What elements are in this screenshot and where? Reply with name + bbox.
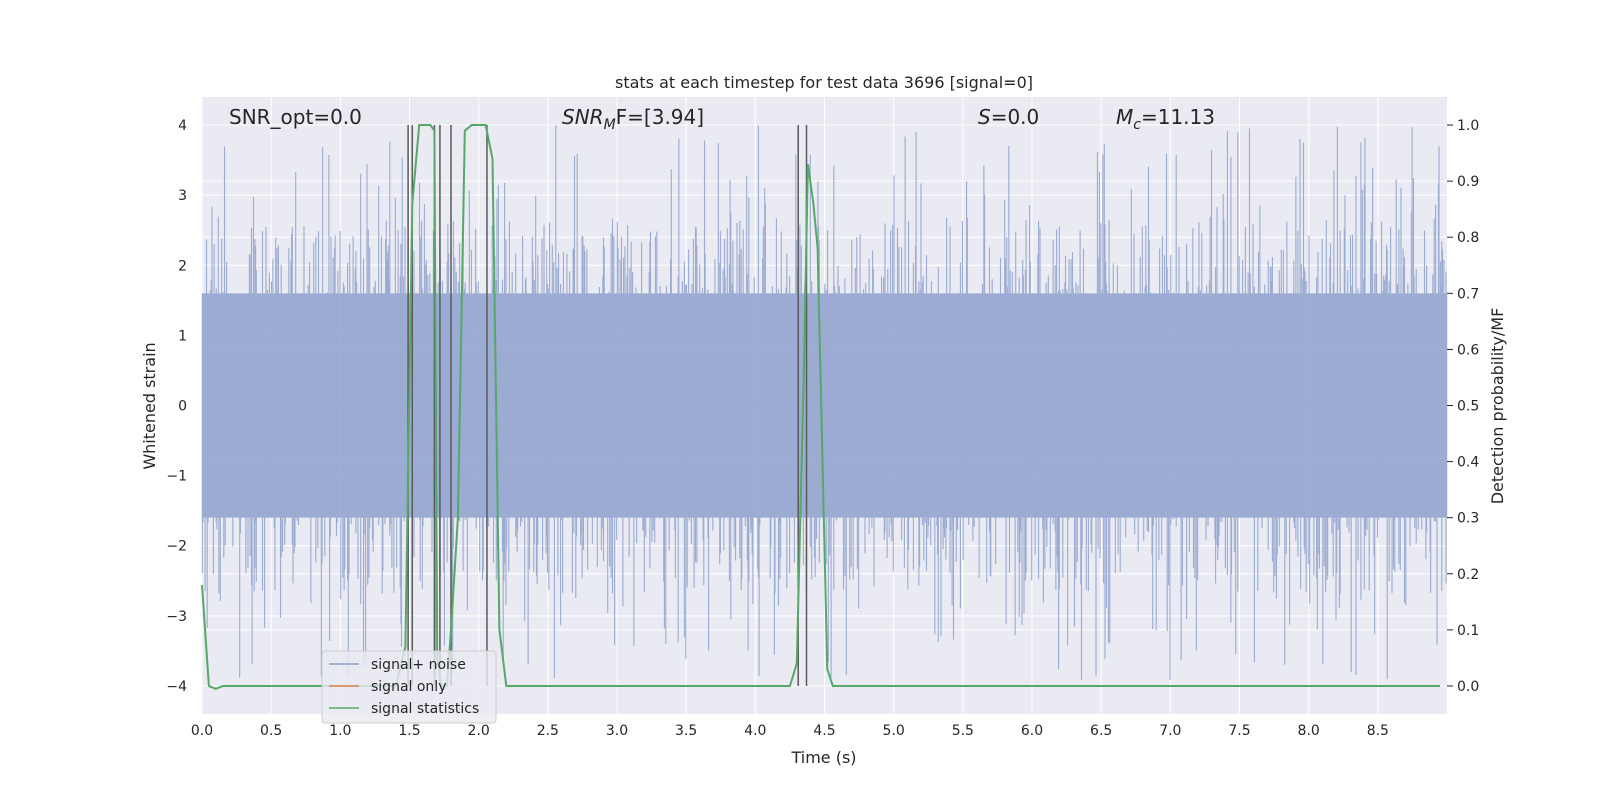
x-tick-label: 2.5 (537, 723, 559, 739)
noise-trace (201, 125, 1448, 680)
y-right-tick-labels: 1.0 0.9 0.8 0.7 0.6 0.5 0.4 0.3 0.2 0.1 0.0 (1447, 118, 1479, 695)
y-left-tick-labels: 4 3 2 1 0 −1 −2 −3 −4 (166, 118, 187, 695)
x-tick-label: 3.0 (606, 723, 628, 739)
x-axis-label: Time (s) (790, 748, 856, 767)
x-tick-label: 7.5 (1228, 723, 1250, 739)
y-right-tick-label: 0.6 (1457, 342, 1479, 358)
x-tick-label: 1.5 (398, 723, 420, 739)
y-left-tick-label: 1 (178, 328, 187, 344)
y-right-tick-label: 0.4 (1457, 455, 1479, 471)
annotation-snr-mf-main: SNR (562, 105, 604, 129)
x-tick-label: 0.5 (260, 723, 282, 739)
y-left-tick-label: −1 (166, 469, 187, 485)
x-tick-label: 8.5 (1367, 723, 1389, 739)
x-tick-label: 1.0 (329, 723, 351, 739)
x-tick-label: 4.5 (813, 723, 835, 739)
x-tick-label: 6.5 (1090, 723, 1112, 739)
y-right-tick-label: 0.0 (1457, 679, 1479, 695)
statistics-line (201, 124, 1441, 690)
y-left-tick-label: 3 (178, 188, 187, 204)
x-tick-label: 5.5 (952, 723, 974, 739)
x-tick-label: 4.0 (744, 723, 766, 739)
annotation-snr-mf-rest: F=[3.94] (616, 105, 704, 129)
annotation-s-main: S (978, 105, 991, 129)
x-tick-labels: 0.0 0.5 1.0 1.5 2.0 2.5 3.0 3.5 4.0 4.5 5.0 5.5 6.0 6… (191, 723, 1389, 739)
y-right-tick-label: 0.3 (1457, 511, 1479, 527)
y-right-tick-label: 1.0 (1457, 118, 1479, 134)
annotation-snr-mf: SNRMF=[3.94] (562, 105, 704, 133)
y-left-tick-label: 0 (178, 399, 187, 415)
annotation-mc-rest: =11.13 (1141, 105, 1215, 129)
legend-label-signal-only: signal only (371, 679, 446, 695)
x-tick-label: 5.0 (883, 723, 905, 739)
series-signal-statistics (201, 124, 1441, 690)
y-right-tick-label: 0.5 (1457, 399, 1479, 415)
legend-label-statistics: signal statistics (371, 701, 479, 717)
x-tick-label: 2.0 (468, 723, 490, 739)
annotation-snr-opt: SNR_opt=0.0 (229, 105, 362, 129)
chart-title: stats at each timestep for test data 369… (615, 73, 1033, 92)
x-tick-label: 7.0 (1159, 723, 1181, 739)
annotation-snr-mf-sub: M (604, 117, 616, 133)
y-right-tick-label: 0.1 (1457, 623, 1479, 639)
y-right-tick-label: 0.7 (1457, 286, 1479, 302)
series-signal-noise (201, 125, 1448, 680)
x-tick-label: 3.5 (675, 723, 697, 739)
x-tick-label: 8.0 (1298, 723, 1320, 739)
legend-label-noise: signal+ noise (371, 657, 466, 673)
annotation-mc-sub: c (1133, 117, 1141, 133)
y-right-tick-label: 0.9 (1457, 174, 1479, 190)
x-tick-label: 0.0 (191, 723, 213, 739)
annotation-mc: Mc=11.13 (1116, 105, 1215, 133)
x-tick-label: 6.0 (1021, 723, 1043, 739)
legend: signal+ noise signal only signal statist… (321, 650, 497, 724)
y-left-tick-label: 2 (178, 258, 187, 274)
annotation-s: S=0.0 (978, 105, 1039, 129)
y-left-tick-label: 4 (178, 118, 187, 134)
legend-box (321, 650, 497, 724)
y-axis-label-left: Whitened strain (140, 342, 159, 469)
y-right-tick-label: 0.8 (1457, 230, 1479, 246)
y-right-tick-label: 0.2 (1457, 567, 1479, 583)
y-left-tick-label: −4 (166, 679, 187, 695)
y-axis-label-right: Detection probability/MF (1488, 308, 1507, 505)
annotation-mc-main: M (1116, 105, 1133, 129)
y-left-tick-label: −2 (166, 539, 187, 555)
y-left-tick-label: −3 (166, 609, 187, 625)
annotation-s-rest: =0.0 (991, 105, 1040, 129)
